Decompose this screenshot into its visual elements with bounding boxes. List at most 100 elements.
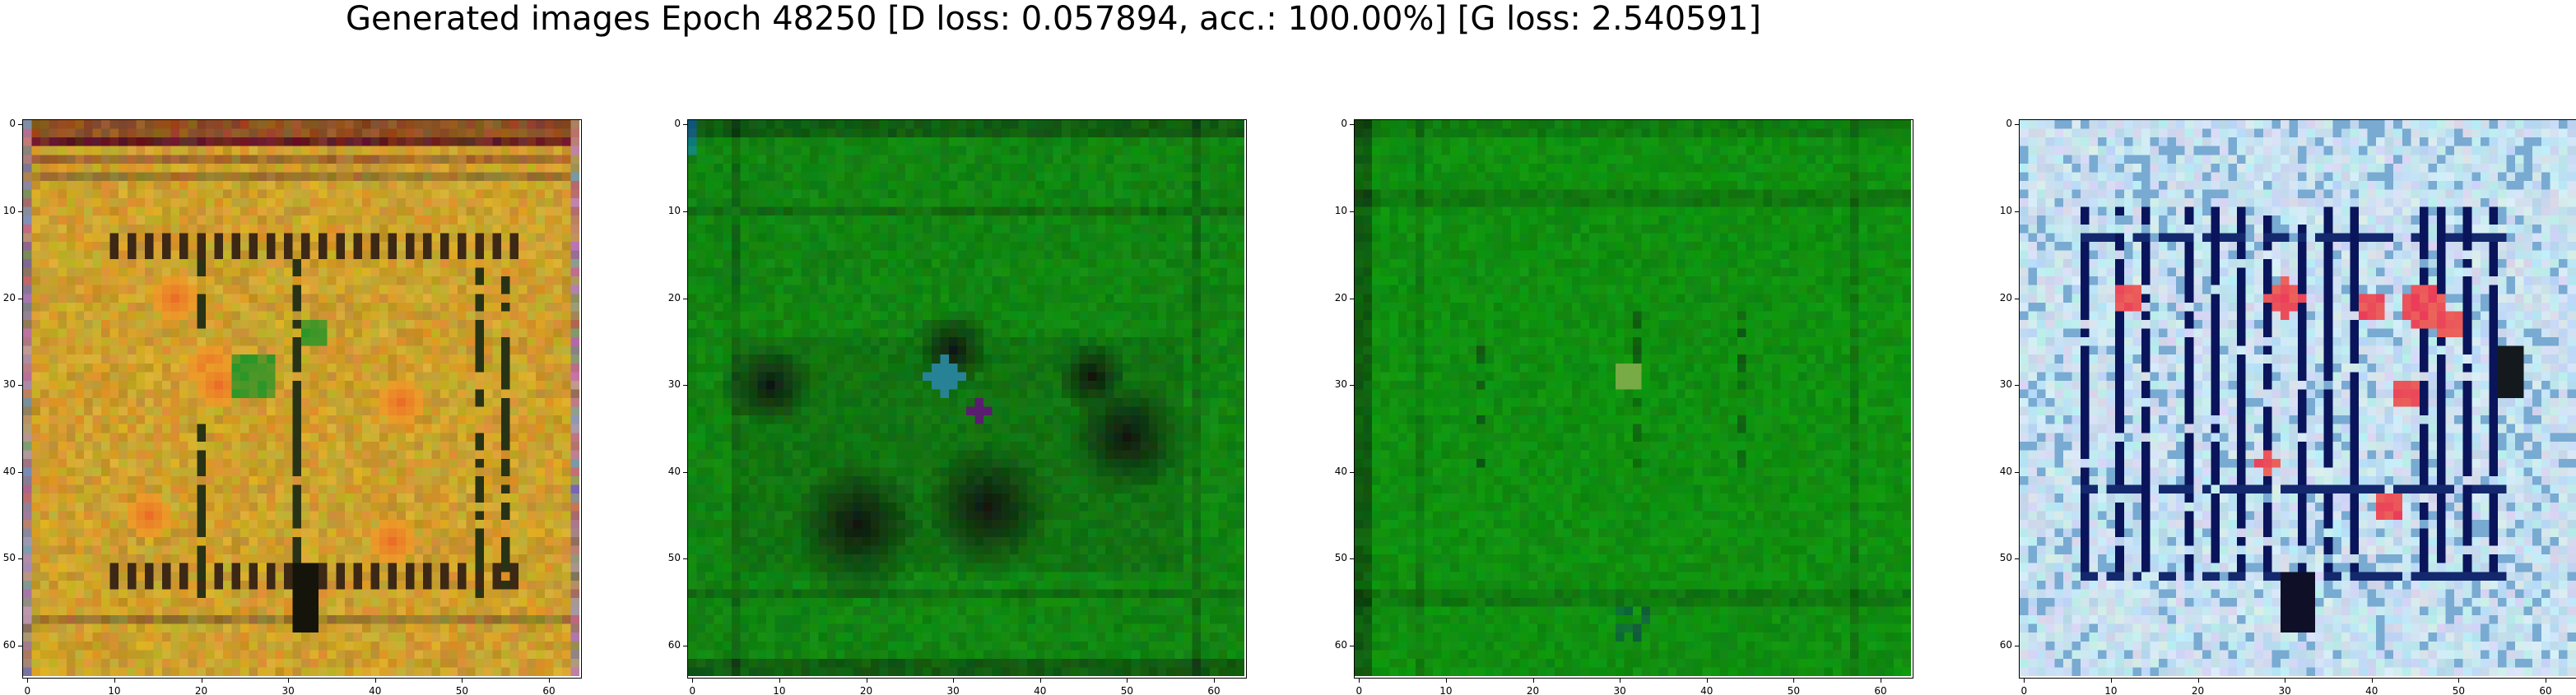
x-tick-mark — [114, 679, 115, 683]
y-tick-mark — [1350, 385, 1354, 387]
y-tick-label: 50 — [2, 552, 16, 564]
x-tick-mark — [288, 679, 290, 683]
x-tick-mark — [2110, 679, 2112, 683]
generated-image-3-pixels — [1355, 120, 1911, 676]
y-tick-label: 50 — [1999, 552, 2012, 564]
y-tick-label: 10 — [1334, 204, 1347, 216]
x-tick-label: 10 — [108, 685, 121, 695]
x-tick-label: 0 — [689, 685, 696, 695]
y-tick-label: 40 — [2, 465, 16, 477]
y-tick-label: 50 — [667, 552, 681, 564]
x-tick-label: 40 — [1700, 685, 1713, 695]
y-tick-mark — [683, 471, 687, 473]
y-tick-mark — [1350, 211, 1354, 212]
x-tick-label: 50 — [1787, 685, 1801, 695]
generated-image-1 — [22, 119, 582, 679]
x-tick-label: 30 — [946, 685, 960, 695]
x-tick-mark — [779, 679, 780, 683]
x-tick-label: 60 — [1207, 685, 1221, 695]
generated-image-2-pixels — [688, 120, 1244, 676]
figure-title: Generated images Epoch 48250 [D loss: 0.… — [345, 0, 1761, 38]
x-tick-mark — [1706, 679, 1708, 683]
x-tick-label: 20 — [859, 685, 873, 695]
x-tick-label: 20 — [1526, 685, 1540, 695]
x-tick-label: 40 — [369, 685, 382, 695]
y-tick-label: 0 — [674, 118, 681, 130]
y-tick-label: 0 — [1341, 118, 1347, 130]
x-tick-label: 60 — [542, 685, 556, 695]
generated-image-3 — [1354, 119, 1913, 679]
x-tick-label: 50 — [2452, 685, 2466, 695]
x-tick-mark — [1214, 679, 1216, 683]
y-tick-mark — [1350, 558, 1354, 560]
y-tick-mark — [683, 385, 687, 387]
y-tick-mark — [18, 385, 22, 387]
x-tick-label: 60 — [2539, 685, 2552, 695]
y-tick-label: 30 — [2, 378, 16, 391]
x-tick-label: 30 — [1613, 685, 1626, 695]
x-tick-mark — [27, 679, 29, 683]
y-tick-label: 10 — [667, 204, 681, 216]
x-tick-label: 40 — [1034, 685, 1047, 695]
x-tick-mark — [1445, 679, 1447, 683]
y-tick-mark — [2015, 211, 2019, 212]
x-tick-mark — [2371, 679, 2373, 683]
generated-image-1-pixels — [23, 120, 579, 676]
y-tick-label: 30 — [1334, 378, 1347, 391]
y-tick-mark — [683, 558, 687, 560]
x-tick-label: 30 — [2278, 685, 2291, 695]
y-tick-mark — [2015, 124, 2019, 126]
y-tick-label: 40 — [667, 465, 681, 477]
x-tick-label: 0 — [24, 685, 31, 695]
y-tick-mark — [1350, 124, 1354, 126]
y-tick-label: 30 — [667, 378, 681, 391]
y-tick-mark — [2015, 558, 2019, 560]
y-tick-label: 60 — [667, 639, 681, 651]
y-tick-label: 20 — [1334, 291, 1347, 303]
x-tick-label: 10 — [773, 685, 786, 695]
y-tick-label: 50 — [1334, 552, 1347, 564]
y-tick-mark — [683, 124, 687, 126]
x-tick-label: 20 — [2191, 685, 2205, 695]
y-tick-mark — [18, 471, 22, 473]
x-tick-mark — [2197, 679, 2199, 683]
x-tick-mark — [1039, 679, 1041, 683]
x-tick-label: 30 — [281, 685, 295, 695]
x-tick-mark — [2458, 679, 2460, 683]
x-tick-mark — [462, 679, 463, 683]
y-tick-label: 60 — [1334, 639, 1347, 651]
x-tick-mark — [1127, 679, 1128, 683]
x-tick-label: 40 — [2365, 685, 2378, 695]
y-tick-mark — [2015, 385, 2019, 387]
y-tick-label: 20 — [2, 291, 16, 303]
x-tick-label: 10 — [1439, 685, 1453, 695]
y-tick-label: 0 — [9, 118, 16, 130]
x-tick-label: 50 — [1120, 685, 1134, 695]
x-tick-mark — [692, 679, 694, 683]
y-tick-label: 20 — [1999, 291, 2012, 303]
x-tick-label: 20 — [194, 685, 208, 695]
y-tick-label: 60 — [2, 639, 16, 651]
generated-image-4 — [2019, 119, 2576, 679]
y-tick-label: 10 — [2, 204, 16, 216]
y-tick-label: 10 — [1999, 204, 2012, 216]
x-tick-mark — [1793, 679, 1795, 683]
y-tick-label: 60 — [1999, 639, 2012, 651]
generated-image-4-pixels — [2020, 120, 2576, 676]
x-tick-mark — [2024, 679, 2025, 683]
x-tick-mark — [953, 679, 955, 683]
x-tick-label: 0 — [1355, 685, 1363, 695]
x-tick-mark — [374, 679, 376, 683]
y-tick-mark — [18, 211, 22, 212]
x-tick-label: 10 — [2104, 685, 2118, 695]
y-tick-mark — [1350, 471, 1354, 473]
y-tick-label: 30 — [1999, 378, 2012, 391]
x-tick-mark — [1532, 679, 1534, 683]
x-tick-label: 60 — [1874, 685, 1887, 695]
generated-image-2 — [687, 119, 1247, 679]
y-tick-mark — [2015, 471, 2019, 473]
y-tick-label: 40 — [1999, 465, 2012, 477]
x-tick-mark — [1359, 679, 1360, 683]
y-tick-mark — [18, 558, 22, 560]
